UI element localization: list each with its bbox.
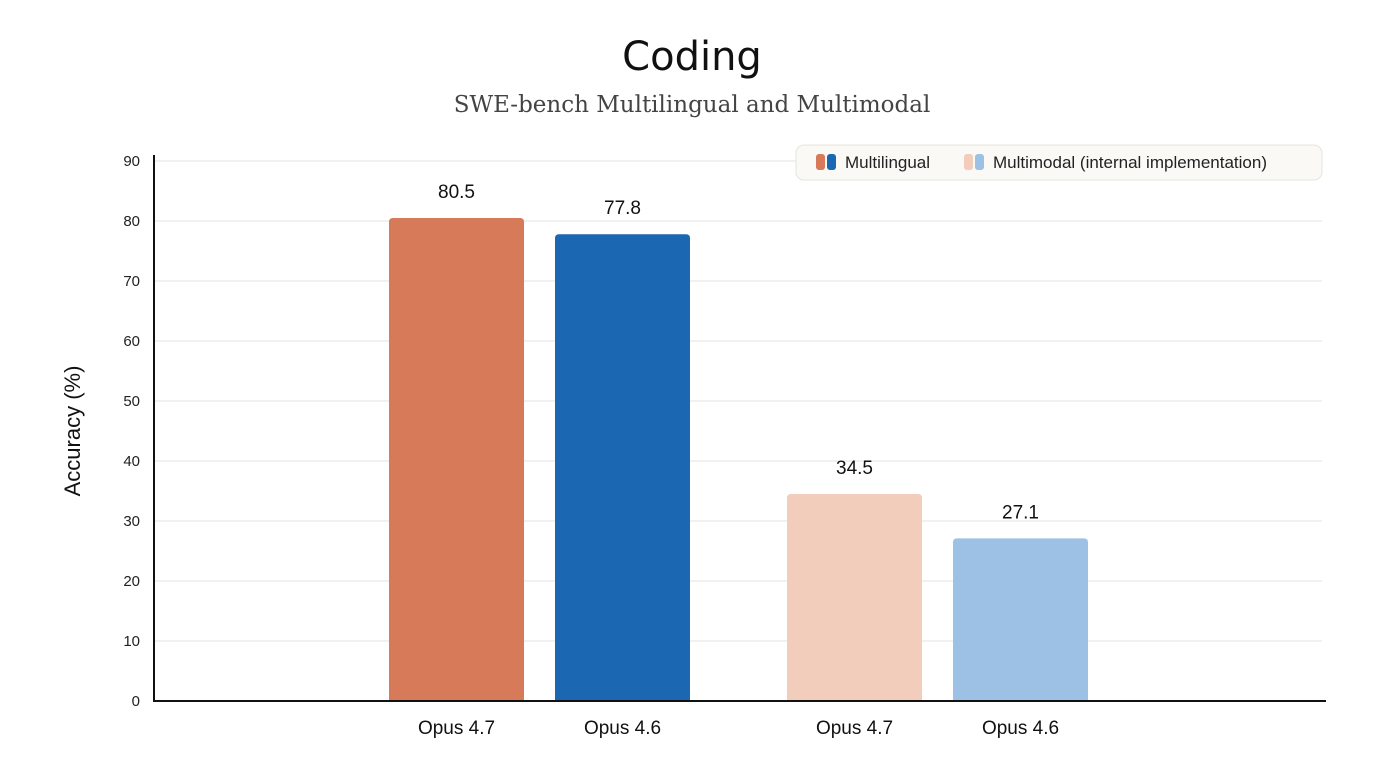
y-tick-label: 40: [123, 453, 140, 470]
data-label: 27.1: [1002, 502, 1039, 523]
y-axis-label: Accuracy (%): [60, 366, 85, 497]
data-label: 77.8: [604, 198, 641, 219]
y-tick-label: 0: [132, 693, 140, 710]
bar: [953, 538, 1088, 701]
legend-swatch-multilingual-b: [827, 154, 836, 170]
legend-swatch-multilingual-a: [816, 154, 825, 170]
y-tick-label: 60: [123, 333, 140, 350]
legend-label-multimodal: Multimodal (internal implementation): [993, 153, 1267, 172]
bar: [555, 234, 690, 701]
x-tick-label: Opus 4.6: [982, 718, 1059, 739]
x-tick-label: Opus 4.7: [418, 718, 495, 739]
bar: [389, 218, 524, 701]
legend-label-multilingual: Multilingual: [845, 153, 930, 172]
chart-title: Coding: [622, 34, 762, 80]
legend-swatch-multimodal-a: [964, 154, 973, 170]
y-tick-label: 80: [123, 213, 140, 230]
data-label: 34.5: [836, 458, 873, 479]
x-tick-label: Opus 4.6: [584, 718, 661, 739]
chart-subtitle: SWE-bench Multilingual and Multimodal: [454, 92, 931, 118]
y-tick-label: 70: [123, 273, 140, 290]
y-tick-label: 20: [123, 573, 140, 590]
data-label: 80.5: [438, 182, 475, 203]
legend-box: [795, 144, 1323, 181]
y-tick-label: 50: [123, 393, 140, 410]
y-tick-label: 30: [123, 513, 140, 530]
y-tick-label: 90: [123, 153, 140, 170]
y-tick-label: 10: [123, 633, 140, 650]
legend-swatch-multimodal-b: [975, 154, 984, 170]
legend: Multilingual Multimodal (internal implem…: [795, 144, 1323, 181]
x-tick-label: Opus 4.7: [816, 718, 893, 739]
bar: [787, 494, 922, 701]
